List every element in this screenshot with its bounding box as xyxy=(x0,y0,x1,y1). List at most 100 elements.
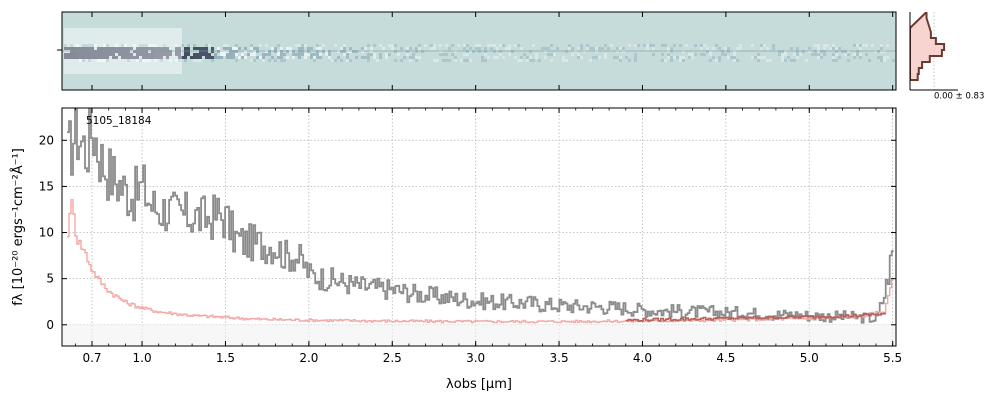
spectrum-2d-pixel xyxy=(364,47,367,50)
spectrum-2d-pixel xyxy=(274,47,277,50)
spectrum-2d-pixel xyxy=(271,56,274,59)
spectrum-2d-pixel xyxy=(526,59,529,62)
spectrum-2d-pixel xyxy=(790,59,793,62)
spectrum-2d-pixel xyxy=(409,47,412,50)
spectrum-2d-pixel xyxy=(811,53,814,56)
spectrum-2d-pixel xyxy=(220,56,223,59)
x-tick-label: 4.5 xyxy=(716,351,735,365)
spectrum-2d-pixel xyxy=(130,53,133,56)
y-tick-label: 5 xyxy=(46,272,54,286)
spectrum-2d-pixel xyxy=(193,44,196,47)
spectrum-2d-pixel xyxy=(592,47,595,50)
spectrum-2d-pixel xyxy=(445,44,448,47)
spectrum-2d-pixel xyxy=(436,59,439,62)
spectrum-2d-pixel xyxy=(577,47,580,50)
spectrum-2d-pixel xyxy=(619,59,622,62)
spectrum-2d-pixel xyxy=(76,44,79,47)
spectrum-2d-pixel xyxy=(772,44,775,47)
spectrum-2d-pixel xyxy=(307,47,310,50)
spectrum-2d-pixel xyxy=(382,47,385,50)
spectrum-2d-pixel xyxy=(196,56,199,59)
spectrum-2d-pixel xyxy=(109,53,112,56)
spectrum-2d-pixel xyxy=(91,44,94,47)
spectrum-2d-pixel xyxy=(754,56,757,59)
spectrum-2d-pixel xyxy=(733,56,736,59)
spectrum-2d-texture xyxy=(62,28,896,74)
spectrum-2d-pixel xyxy=(115,56,118,59)
spectrum-2d-pixel xyxy=(538,59,541,62)
spectrum-2d-pixel xyxy=(487,44,490,47)
spectrum-2d-pixel xyxy=(166,53,169,56)
spectrum-2d-pixel xyxy=(73,56,76,59)
spectrum-2d-pixel xyxy=(343,44,346,47)
spectrum-2d-pixel xyxy=(865,53,868,56)
spectrum-2d-pixel xyxy=(376,59,379,62)
spectrum-2d-pixel xyxy=(871,44,874,47)
spectrum-2d-pixel xyxy=(598,56,601,59)
spectrum-2d-pixel xyxy=(142,47,145,50)
spectrum-2d-pixel xyxy=(241,53,244,56)
spectrum-2d-pixel xyxy=(244,56,247,59)
spectrum-2d-pixel xyxy=(148,44,151,47)
spectrum-2d-pixel xyxy=(835,53,838,56)
spectrum-2d-pixel xyxy=(265,44,268,47)
spectrum-2d-pixel xyxy=(478,44,481,47)
spectrum-2d-pixel xyxy=(577,56,580,59)
spectrum-2d-pixel xyxy=(736,47,739,50)
spectrum-2d-pixel xyxy=(76,56,79,59)
spectrum-2d-pixel xyxy=(712,56,715,59)
object-label: 5105_18184 xyxy=(86,115,152,127)
spectrum-2d-pixel xyxy=(202,47,205,50)
spectrum-2d-pixel xyxy=(205,56,208,59)
spectrum-2d-pixel xyxy=(151,44,154,47)
spectrum-2d-pixel xyxy=(508,53,511,56)
spectrum-2d-pixel xyxy=(82,56,85,59)
spectrum-2d-pixel xyxy=(169,53,172,56)
spectrum-2d-pixel xyxy=(682,59,685,62)
spectrum-2d-pixel xyxy=(481,59,484,62)
spectrum-2d-pixel xyxy=(310,47,313,50)
spectrum-2d-pixel xyxy=(445,53,448,56)
spectrum-2d-pixel xyxy=(214,53,217,56)
spectrum-2d-pixel xyxy=(550,59,553,62)
x-axis-label: λobs [μm] xyxy=(446,377,512,392)
spectrum-2d-pixel xyxy=(250,59,253,62)
spectrum-2d-pixel xyxy=(181,56,184,59)
spectrum-2d-pixel xyxy=(604,53,607,56)
spectrum-2d-pixel xyxy=(520,59,523,62)
spectrum-2d-pixel xyxy=(688,53,691,56)
spectrum-2d-pixel xyxy=(604,56,607,59)
spectrum-2d-pixel xyxy=(490,47,493,50)
spectrum-2d-pixel xyxy=(70,53,73,56)
spectrum-2d-pixel xyxy=(886,44,889,47)
spectrum-2d-pixel xyxy=(448,59,451,62)
spectrum-2d-pixel xyxy=(235,53,238,56)
spectrum-2d-pixel xyxy=(97,47,100,50)
spectrum-2d-pixel xyxy=(181,44,184,47)
x-tick-label: 3.0 xyxy=(466,351,485,365)
spectrum-2d-pixel xyxy=(295,44,298,47)
spectrum-2d-pixel xyxy=(562,56,565,59)
spectrum-2d-pixel xyxy=(391,47,394,50)
spectrum-2d-pixel xyxy=(94,53,97,56)
spectrum-2d-pixel xyxy=(280,47,283,50)
spectrum-2d-pixel xyxy=(499,44,502,47)
spectrum-2d-pixel xyxy=(883,56,886,59)
spectrum-2d-pixel xyxy=(127,53,130,56)
spectrum-2d-pixel xyxy=(166,56,169,59)
spectrum-2d-pixel xyxy=(676,56,679,59)
spectrum-2d-pixel xyxy=(349,47,352,50)
spectrum-2d-pixel xyxy=(79,53,82,56)
spectrum-2d-pixel xyxy=(739,44,742,47)
spectrum-2d-pixel xyxy=(853,53,856,56)
spectrum-2d-pixel xyxy=(460,59,463,62)
spectrum-2d-pixel xyxy=(403,56,406,59)
spectrum-2d-pixel xyxy=(385,56,388,59)
spectrum-2d-pixel xyxy=(97,59,100,62)
spectrum-2d-pixel xyxy=(505,47,508,50)
spectrum-2d-pixel xyxy=(154,59,157,62)
spectrum-2d-pixel xyxy=(703,53,706,56)
spectrum-2d-pixel xyxy=(679,59,682,62)
spectrum-2d-pixel xyxy=(88,56,91,59)
spectrum-2d-pixel xyxy=(277,56,280,59)
